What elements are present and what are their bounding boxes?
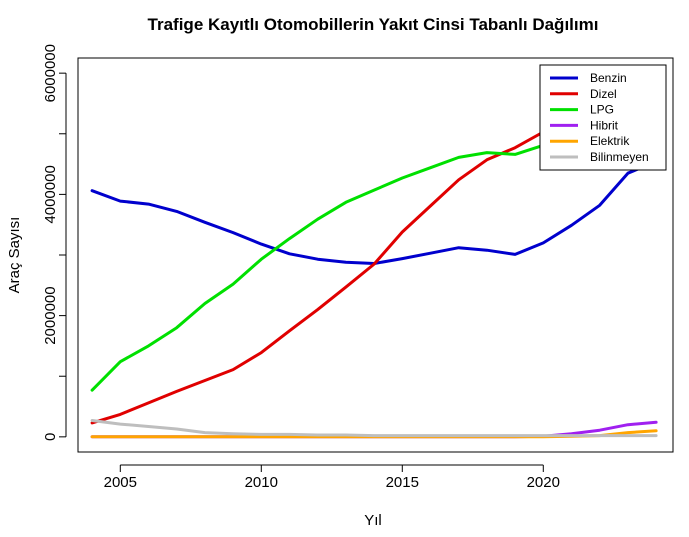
y-tick-label: 2000000 [42, 286, 59, 344]
plot-frame [77, 57, 674, 453]
legend-box [539, 64, 667, 171]
legend-label: Hibrit [590, 118, 619, 132]
x-axis-label: Yıl [364, 512, 382, 529]
y-tick-label: 0 [42, 433, 59, 441]
legend-item-hibrit: Hibrit [550, 118, 619, 132]
legend-label: Dizel [590, 87, 617, 101]
y-tick-label: 4000000 [42, 165, 59, 223]
legend-item-benzin: Benzin [550, 71, 627, 85]
legend-item-lpg: LPG [550, 103, 614, 117]
legend-item-elektrik: Elektrik [550, 134, 630, 148]
y-tick-label: 6000000 [42, 44, 59, 102]
x-tick-label: 2015 [386, 474, 419, 491]
x-tick-label: 2020 [527, 474, 560, 491]
series-line-bilinmeyen [90, 419, 658, 438]
legend-label: Bilinmeyen [590, 150, 649, 164]
series-line-benzin [90, 160, 658, 265]
x-tick-label: 2010 [245, 474, 278, 491]
legend-item-dizel: Dizel [550, 87, 617, 101]
legend-label: LPG [590, 103, 614, 117]
y-axis: 0 2000000 4000000 6000000 [42, 44, 67, 441]
legend-item-bilinmeyen: Bilinmeyen [550, 150, 649, 164]
x-axis: 2005 2010 2015 2020 [104, 464, 560, 491]
y-axis-label: Araç Sayısı [6, 217, 23, 294]
legend-label: Benzin [590, 71, 627, 85]
chart-title: Trafige Kayıtlı Otomobillerin Yakıt Cins… [148, 15, 599, 34]
plot-area [77, 57, 674, 453]
legend-label: Elektrik [590, 134, 630, 148]
x-tick-label: 2005 [104, 474, 137, 491]
